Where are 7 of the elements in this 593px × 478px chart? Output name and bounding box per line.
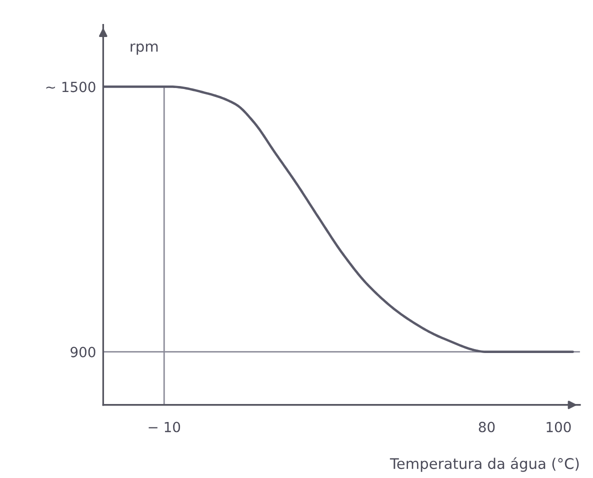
- x-axis-title: Temperatura da água (°C): [390, 457, 579, 472]
- y-tick-label: ~ 1500: [46, 82, 96, 92]
- x-tick-label: 100: [546, 422, 571, 432]
- y-axis-title: rpm: [130, 44, 158, 55]
- y-tick-label: 900: [70, 346, 96, 358]
- x-tick-label: − 10: [148, 422, 180, 432]
- x-tick-label: 80: [478, 422, 495, 432]
